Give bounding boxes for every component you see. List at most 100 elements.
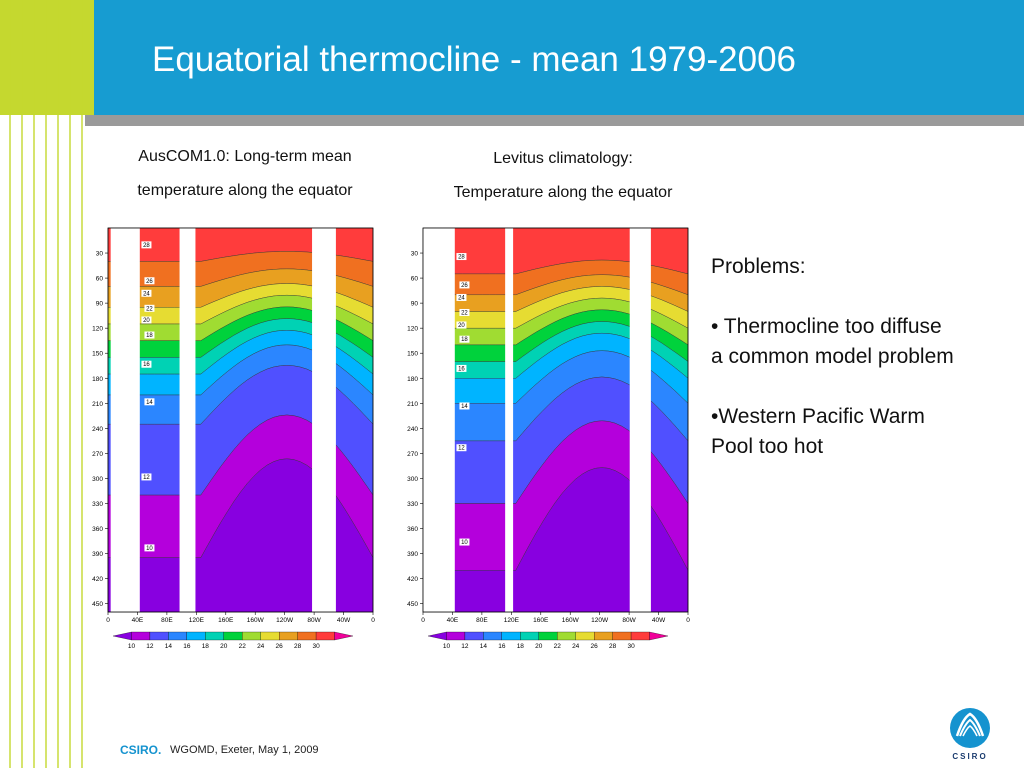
y-tick-label: 390 (92, 551, 103, 558)
colorbar-segment (557, 631, 576, 641)
temperature-section-plot: 3060901201501802102402703003303603904204… (92, 227, 375, 650)
footer-org: CSIRO. (120, 743, 162, 757)
colorbar-label: 20 (220, 643, 228, 650)
accent-lines (9, 0, 83, 768)
colorbar-segment (260, 631, 280, 641)
csiro-logo: CSIRO (950, 708, 990, 761)
colorbar-segment (575, 631, 595, 641)
x-tick-label: 120E (504, 617, 520, 624)
contour-label-bg (456, 364, 467, 372)
colorbar-label: 14 (165, 643, 173, 650)
contour-label-bg (456, 253, 467, 261)
contour-label: 10 (146, 546, 153, 552)
land-mask (423, 228, 455, 612)
y-tick-label: 300 (92, 476, 103, 483)
colorbar-segment (334, 631, 354, 641)
colorbar-label: 28 (294, 643, 302, 650)
colorbar-label: 10 (128, 643, 136, 650)
contour-label-bg (459, 335, 470, 343)
problem-2-line1: •Western Pacific Warm (711, 405, 925, 428)
contour-label: 16 (143, 362, 150, 368)
x-tick-label: 40W (652, 617, 666, 624)
y-tick-label: 450 (407, 601, 418, 608)
colorbar-segment (501, 631, 521, 641)
contour-label: 20 (143, 318, 150, 324)
auscom-temperature-section: 30 60 90 120 150 180 210 240 270 300 330 360 390 420 4… (88, 222, 378, 657)
colorbar-segment (649, 631, 669, 641)
green-accent-block (0, 0, 94, 115)
contour-label-bg (141, 316, 152, 324)
colorbar-label: 22 (554, 643, 562, 650)
y-tick-label: 90 (96, 301, 104, 308)
colorbar-segment (483, 631, 502, 641)
y-tick-label: 240 (92, 426, 103, 433)
y-tick-label: 360 (92, 526, 103, 533)
left-caption-line2: temperature along the equator (137, 182, 353, 199)
contour-label: 18 (461, 337, 468, 343)
contour-label-bg (141, 289, 152, 297)
y-tick-label: 360 (407, 526, 418, 533)
colorbar-label: 30 (312, 643, 320, 650)
y-tick-label: 150 (92, 351, 103, 358)
y-tick-label: 30 (411, 251, 419, 258)
colorbar-label: 12 (146, 643, 154, 650)
colorbar-label: 10 (443, 643, 451, 650)
x-tick-label: 0 (106, 617, 110, 624)
y-tick-label: 420 (407, 576, 418, 583)
contour-label: 24 (143, 291, 150, 297)
contour-label-bg (459, 308, 470, 316)
y-tick-label: 60 (96, 276, 104, 283)
colorbar-segment (612, 631, 632, 641)
contour-label: 28 (458, 255, 465, 261)
x-tick-label: 160E (533, 617, 549, 624)
y-tick-label: 210 (407, 401, 418, 408)
contour-label: 24 (458, 295, 465, 301)
colorbar-segment (242, 631, 261, 641)
y-tick-label: 180 (407, 376, 418, 383)
x-tick-label: 160E (218, 617, 234, 624)
colorbar-label: 26 (276, 643, 284, 650)
x-tick-label: 120E (189, 617, 205, 624)
slide-title: Equatorial thermocline - mean 1979-2006 (152, 40, 796, 79)
land-mask (505, 228, 514, 612)
colorbar-label: 28 (609, 643, 617, 650)
x-tick-label: 80W (307, 617, 321, 624)
colorbar-label: 18 (517, 643, 525, 650)
contour-label-bg (456, 293, 467, 301)
temperature-section-plot: 3060901201501802102402703003303603904204… (407, 227, 690, 650)
y-tick-label: 180 (92, 376, 103, 383)
colorbar-segment (630, 631, 650, 641)
colorbar-label: 22 (239, 643, 247, 650)
contour-label: 22 (146, 306, 153, 312)
logo-text: CSIRO (952, 752, 987, 761)
contour-label-bg (459, 402, 470, 410)
levitus-temperature-section: 30 60 90 120 150 180 210 240 270 300 330 360 390 420 4… (403, 222, 693, 657)
contour-label: 26 (146, 279, 153, 285)
header-rule (85, 115, 1024, 126)
colorbar-label: 16 (498, 643, 506, 650)
y-tick-label: 210 (92, 401, 103, 408)
colorbar-segment (279, 631, 298, 641)
contour-label-bg (141, 360, 152, 368)
contour-label: 20 (458, 323, 465, 329)
left-caption-line1: AusCOM1.0: Long-term mean (138, 148, 352, 165)
problem-1-line2: a common model problem (711, 345, 954, 368)
colorbar-segment (186, 631, 206, 641)
x-tick-label: 0 (371, 617, 375, 624)
colorbar-label: 12 (461, 643, 469, 650)
problem-2-line2: Pool too hot (711, 435, 824, 458)
y-tick-label: 300 (407, 476, 418, 483)
colorbar-segment (131, 631, 151, 641)
colorbar-label: 24 (257, 643, 265, 650)
x-tick-label: 80E (476, 617, 488, 624)
colorbar-segment (297, 631, 317, 641)
colorbar-segment (446, 631, 466, 641)
y-tick-label: 30 (96, 251, 104, 258)
colorbar-label: 30 (627, 643, 635, 650)
contour-label: 26 (461, 283, 468, 289)
x-tick-label: 40E (447, 617, 459, 624)
colorbar-segment (223, 631, 243, 641)
colorbar-label: 20 (535, 643, 543, 650)
colorbar-label: 24 (572, 643, 580, 650)
colorbar-segment (594, 631, 613, 641)
